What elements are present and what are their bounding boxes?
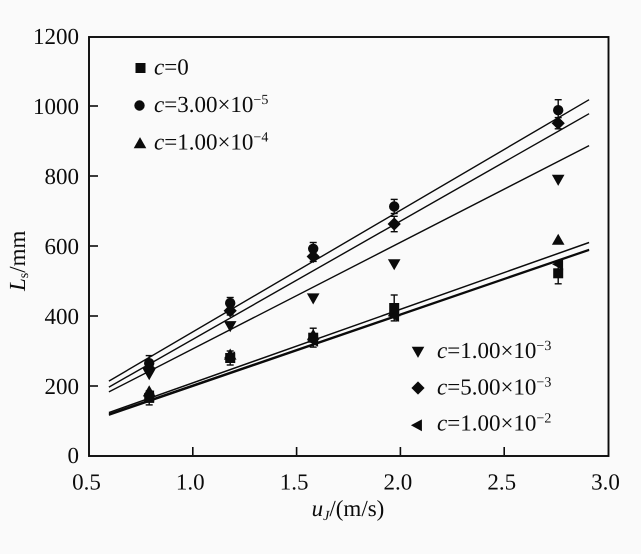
svg-text:1.5: 1.5 bbox=[280, 470, 309, 495]
svg-text:2.0: 2.0 bbox=[384, 470, 413, 495]
svg-text:1000: 1000 bbox=[33, 94, 79, 119]
svg-text:2.5: 2.5 bbox=[487, 470, 516, 495]
svg-text:400: 400 bbox=[45, 304, 80, 329]
svg-text:0.5: 0.5 bbox=[72, 470, 101, 495]
svg-text:0: 0 bbox=[68, 443, 80, 468]
svg-text:c=1.00×10−2: c=1.00×10−2 bbox=[437, 411, 551, 436]
svg-text:200: 200 bbox=[45, 374, 80, 399]
svg-text:800: 800 bbox=[45, 164, 80, 189]
svg-text:1.0: 1.0 bbox=[176, 470, 205, 495]
svg-text:uJ/(m/s): uJ/(m/s) bbox=[312, 496, 385, 524]
svg-text:600: 600 bbox=[45, 234, 80, 259]
svg-text:c=5.00×10−3: c=5.00×10−3 bbox=[437, 375, 551, 400]
svg-text:c=0: c=0 bbox=[154, 55, 189, 80]
svg-text:c=1.00×10−4: c=1.00×10−4 bbox=[154, 130, 268, 155]
svg-text:3.0: 3.0 bbox=[591, 470, 620, 495]
svg-text:c=1.00×10−3: c=1.00×10−3 bbox=[437, 338, 551, 363]
svg-text:1200: 1200 bbox=[33, 24, 79, 49]
svg-text:c=3.00×10−5: c=3.00×10−5 bbox=[154, 92, 268, 117]
svg-text:Ls/mm: Ls/mm bbox=[5, 230, 32, 292]
